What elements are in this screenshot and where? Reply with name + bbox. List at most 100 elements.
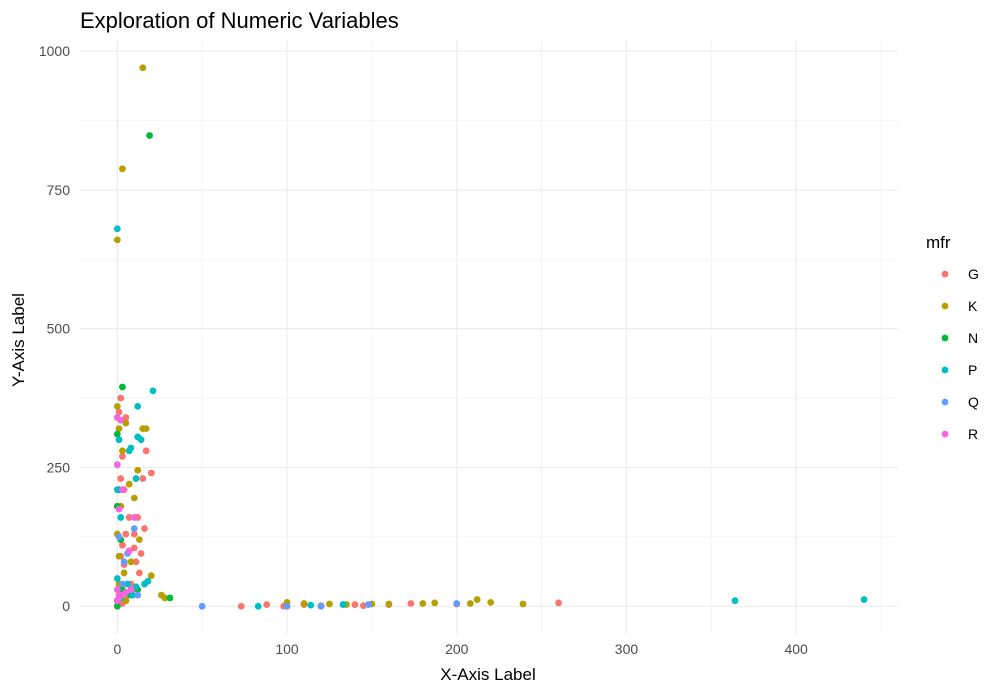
legend-label-r: R (968, 426, 978, 442)
data-point-k (115, 552, 123, 560)
data-point-r (113, 597, 121, 605)
data-point-k (135, 536, 143, 544)
data-point-g (263, 601, 271, 608)
data-point-p (113, 575, 121, 582)
data-point-k (161, 594, 169, 602)
data-point-g (117, 475, 125, 482)
legend-label-k: K (968, 298, 978, 314)
data-point-k (300, 600, 308, 607)
data-point-k (113, 236, 121, 244)
data-point-r (113, 586, 121, 593)
data-point-p (125, 447, 133, 455)
data-point-g (130, 544, 138, 552)
data-point-k (113, 402, 121, 410)
x-tick-label: 400 (784, 641, 808, 657)
data-point-k (142, 425, 150, 432)
legend-title: mfr (926, 233, 951, 252)
data-point-g (122, 530, 130, 538)
data-point-k (130, 494, 138, 502)
data-point-p (132, 583, 140, 591)
data-point-q (120, 558, 128, 566)
data-points (113, 64, 868, 610)
data-point-g (351, 601, 359, 608)
data-point-q (134, 591, 142, 599)
legend-key-n (941, 334, 949, 342)
data-point-q (283, 602, 291, 610)
data-point-r (130, 514, 138, 521)
data-point-k (147, 572, 155, 580)
data-point-n (166, 594, 174, 602)
data-point-k (139, 64, 147, 72)
data-point-g (555, 599, 562, 607)
data-point-q (130, 525, 138, 532)
y-axis-title: Y-Axis Label (9, 293, 28, 387)
data-point-q (198, 602, 206, 610)
data-point-p (339, 601, 347, 608)
data-point-k (419, 600, 427, 607)
data-point-p (124, 580, 131, 588)
data-point-p (115, 436, 123, 444)
data-point-k (466, 600, 474, 607)
legend-label-g: G (968, 266, 979, 282)
data-point-g (119, 541, 126, 549)
data-point-p (129, 591, 137, 599)
data-point-p (144, 577, 152, 585)
legend-key-k (941, 302, 949, 310)
y-tick-label: 0 (62, 598, 70, 614)
data-point-g (125, 514, 133, 521)
data-point-p (134, 402, 142, 410)
data-point-r (125, 547, 133, 555)
data-point-g (237, 602, 245, 610)
data-point-g (119, 452, 126, 460)
y-tick-label: 250 (47, 459, 71, 475)
y-tick-label: 1000 (39, 43, 70, 59)
x-tick-label: 200 (445, 641, 469, 657)
data-point-q (365, 601, 372, 608)
data-point-k (122, 597, 130, 605)
data-point-g (130, 530, 138, 538)
data-point-g (360, 602, 367, 610)
legend-label-n: N (968, 330, 978, 346)
data-point-k (127, 558, 135, 566)
data-point-k (431, 599, 439, 607)
data-point-p (860, 596, 868, 603)
data-point-k (119, 447, 126, 455)
data-point-g (141, 525, 148, 532)
legend-key-r (941, 430, 949, 438)
x-tick-label: 100 (275, 641, 299, 657)
data-point-k (120, 569, 128, 577)
data-point-q (453, 600, 461, 607)
data-point-n (119, 383, 126, 391)
data-point-g (115, 408, 123, 416)
data-point-r (113, 461, 121, 469)
data-point-n (146, 132, 153, 139)
data-point-g (407, 600, 415, 607)
x-axis-title: X-Axis Label (440, 665, 535, 684)
data-point-k (134, 466, 142, 474)
legend-label-p: P (968, 362, 977, 378)
y-tick-label: 750 (47, 182, 71, 198)
data-point-q (115, 533, 123, 541)
legend-label-q: Q (968, 394, 979, 410)
data-point-p (149, 387, 157, 395)
data-point-g (117, 394, 125, 402)
data-point-g (147, 469, 155, 477)
x-tick-label: 0 (113, 641, 121, 657)
data-point-k (119, 165, 126, 173)
data-point-g (132, 558, 140, 566)
data-point-q (119, 580, 126, 588)
data-point-p (113, 486, 121, 494)
data-point-p (731, 597, 739, 605)
y-tick-label: 500 (47, 321, 71, 337)
chart-title: Exploration of Numeric Variables (80, 8, 399, 33)
data-point-k (326, 600, 333, 608)
data-point-k (385, 600, 393, 608)
data-point-r (127, 586, 135, 593)
data-point-p (117, 514, 125, 521)
data-point-k (487, 598, 495, 606)
data-point-r (122, 588, 130, 596)
x-tick-label: 300 (615, 641, 639, 657)
data-point-k (473, 596, 481, 603)
